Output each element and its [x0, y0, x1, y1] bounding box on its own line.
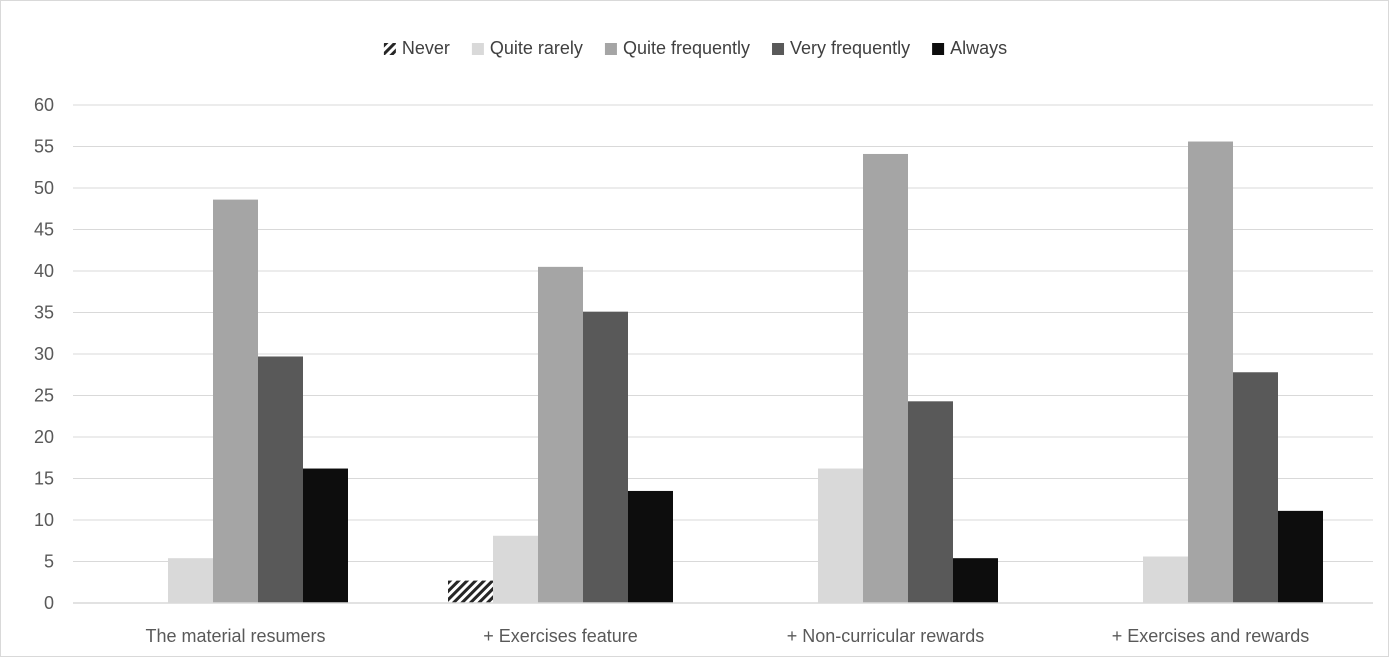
bar [908, 401, 953, 603]
y-tick-label: 50 [34, 178, 54, 198]
y-tick-label: 55 [34, 137, 54, 157]
y-tick-label: 10 [34, 510, 54, 530]
bar [863, 153, 908, 603]
bar [1278, 510, 1323, 603]
bars [168, 141, 1323, 603]
legend-item: Quite frequently [604, 38, 750, 58]
legend-label: Very frequently [790, 38, 910, 58]
x-axis-ticks: The material resumers + Exercises feature… [145, 626, 1309, 646]
legend-swatch [772, 43, 785, 55]
legend-item: Very frequently [772, 38, 910, 58]
legend-label: Always [950, 38, 1007, 58]
bar [213, 199, 258, 603]
bar [818, 468, 863, 603]
bar [168, 558, 213, 603]
y-tick-label: 15 [34, 469, 54, 489]
bar [1233, 372, 1278, 603]
bar [1188, 141, 1233, 603]
y-tick-label: 45 [34, 220, 54, 240]
bar [258, 356, 303, 603]
bar [493, 535, 538, 603]
bar [583, 311, 628, 603]
y-tick-label: 5 [44, 552, 54, 572]
x-tick-label: + Exercises feature [483, 626, 638, 646]
y-tick-label: 25 [34, 386, 54, 406]
y-axis-ticks: 0 5 10 15 20 25 30 35 40 45 50 55 60 [34, 95, 54, 613]
y-tick-label: 20 [34, 427, 54, 447]
y-tick-label: 40 [34, 261, 54, 281]
legend-swatch [932, 43, 945, 55]
y-tick-label: 0 [44, 593, 54, 613]
legend-item: Always [932, 38, 1007, 58]
legend-swatch [383, 43, 396, 55]
bar [628, 490, 673, 603]
legend-item: Quite rarely [471, 38, 583, 58]
y-tick-label: 30 [34, 344, 54, 364]
legend: Never Quite rarely Quite frequently Very fr… [383, 38, 1007, 58]
x-tick-label: The material resumers [145, 626, 325, 646]
bar [538, 266, 583, 603]
legend-label: Quite rarely [490, 38, 583, 58]
bar [1143, 556, 1188, 603]
legend-swatch [604, 43, 617, 55]
bar [303, 468, 348, 603]
y-tick-label: 60 [34, 95, 54, 115]
legend-item: Never [383, 38, 450, 58]
bar [953, 558, 998, 603]
bar [448, 580, 493, 603]
y-tick-label: 35 [34, 303, 54, 323]
x-tick-label: + Non-curricular rewards [787, 626, 985, 646]
legend-swatch [471, 43, 484, 55]
legend-label: Quite frequently [623, 38, 750, 58]
legend-label: Never [402, 38, 450, 58]
x-tick-label: + Exercises and rewards [1112, 626, 1310, 646]
